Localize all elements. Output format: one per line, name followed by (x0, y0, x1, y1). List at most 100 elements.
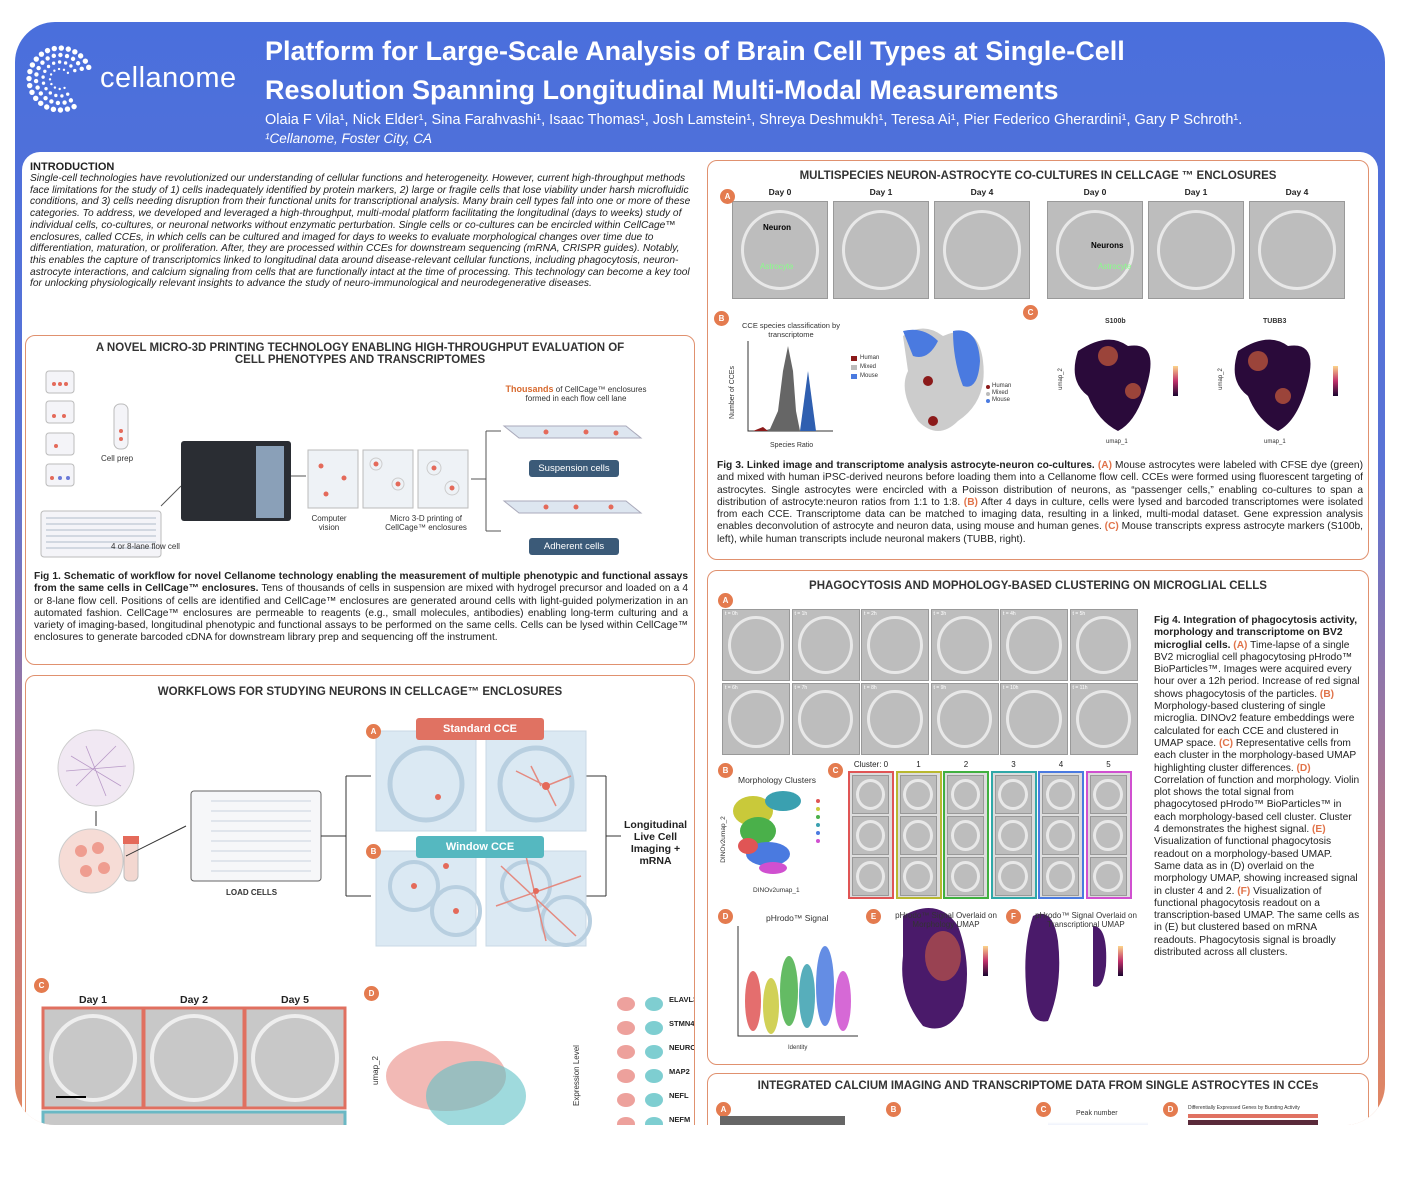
fig3-plots (747, 328, 1338, 432)
label: Window CCE (416, 836, 544, 858)
logo-dot (35, 85, 40, 90)
logo-dot (68, 98, 74, 103)
title-line: Platform for Large-Scale Analysis of Bra… (265, 36, 1125, 66)
brand: cellanome (100, 62, 237, 94)
panel-letter: C (828, 763, 843, 778)
logo-dot (62, 100, 67, 105)
timepoint-label: t = 11h (1072, 685, 1088, 691)
logo-dot (65, 46, 72, 52)
logo-dot (38, 51, 45, 57)
gene-label: MAP2 (669, 1067, 690, 1076)
emphasis: Thousands (505, 384, 554, 394)
logo-dot (26, 75, 32, 82)
logo-dot (40, 60, 45, 65)
caption-text: (B) (963, 496, 978, 508)
panel-letter: C (34, 978, 49, 993)
logo-dot (75, 61, 81, 66)
logo-dot (82, 58, 89, 64)
image (994, 816, 1032, 855)
logo-dot (58, 52, 63, 58)
logo-dot (62, 68, 66, 72)
logo-dot (79, 66, 84, 72)
day-label: Day 1 (78, 994, 108, 1006)
logo-dot (60, 94, 64, 98)
logo-dot (48, 91, 53, 95)
timepoint-label: t = 3h (933, 611, 947, 617)
logo-dot (43, 95, 48, 101)
content: INTRODUCTION Single-cell technologies ha… (22, 152, 1378, 1125)
image (1042, 775, 1079, 814)
logo-dot (66, 71, 70, 75)
logo-dot (71, 103, 77, 110)
panel-letter: D (364, 986, 379, 1001)
logo-dot (57, 67, 61, 71)
caption-text: Correlation of function and morphology. … (1154, 774, 1360, 836)
image: t = 7h (791, 683, 860, 755)
workflow-schematic (41, 729, 663, 1125)
legend-entry: Mixed (860, 364, 877, 370)
logo-dot (57, 107, 64, 113)
panel-letter: A (720, 189, 735, 204)
logo-dot (51, 45, 57, 52)
caption-text: (A) (1097, 460, 1112, 471)
label: Neurons (1091, 241, 1124, 250)
plot-title: pHrodo™ Signal (766, 913, 829, 923)
image: t = 5h (1069, 609, 1138, 681)
logo-dot (49, 73, 53, 76)
label: Differentially Expressed Genes by Bursti… (1188, 1105, 1300, 1111)
axis-label: umap_2 (1217, 368, 1224, 390)
caption-text: (D) (1296, 762, 1311, 774)
label: Standard CCE (416, 718, 544, 740)
panel-letter: B (714, 311, 729, 326)
image: t = 11h (1069, 683, 1138, 755)
plot-title: pHrodo™ Signal Overlaid on Morphology UM… (895, 911, 997, 929)
fig1-schematic (40, 370, 643, 558)
caption-text: After 4 days in culture, cells were lyse… (717, 496, 1363, 533)
label: Neuron (763, 223, 791, 232)
affiliation: ¹Cellanome, Foster City, CA (265, 131, 433, 146)
panel-letter: B (886, 1102, 901, 1117)
logo-dot (54, 93, 58, 98)
fig3-box: MULTISPECIES NEURON-ASTROCYTE CO-CULTURE… (707, 160, 1369, 560)
cluster-label: 4 (1058, 760, 1064, 769)
logo-dot (49, 99, 54, 104)
panel-letter: C (1023, 305, 1038, 320)
logo-dot (38, 100, 44, 106)
day-label: Day 2 (179, 994, 209, 1006)
image: t = 1h (791, 609, 860, 681)
image (947, 816, 984, 855)
day-label: Day 4 (1285, 187, 1309, 197)
axis-label: umap_1 (1106, 439, 1128, 445)
caption-text: Visualization of functional phagocytosis… (1154, 885, 1360, 959)
panel-letter: B (366, 844, 381, 859)
bar (1188, 1114, 1318, 1118)
image (1042, 857, 1079, 896)
logo-dot (63, 86, 66, 90)
day-label: Day 1 (1184, 187, 1208, 197)
image (1089, 857, 1127, 896)
logo-dot (64, 106, 71, 112)
text: of CellCage™ enclosures formed in each f… (525, 385, 647, 403)
title-line: Resolution Spanning Longitudinal Multi-M… (265, 75, 1059, 105)
timepoint-label: t = 1h (794, 611, 808, 617)
caption-text: (C) (1218, 737, 1234, 749)
timepoint-label: t = 0h (725, 611, 738, 617)
logo-dot (41, 75, 45, 79)
logo-dot (69, 64, 73, 68)
panel-letter: D (718, 909, 733, 924)
fig1-box: A NOVEL MICRO-3D PRINTING TECHNOLOGY ENA… (25, 335, 695, 665)
axis-label: umap_1 (1264, 439, 1286, 445)
plot-title: TUBB3 (1263, 318, 1287, 325)
fig3-caption: Fig 3. Linked image and transcriptome an… (717, 460, 1363, 546)
label: Astrocyte (760, 262, 794, 271)
logo-dot (33, 56, 39, 62)
logo-dot (64, 53, 70, 59)
panel-letter: A (718, 593, 733, 608)
image (1047, 201, 1143, 299)
image (1249, 201, 1345, 299)
caption-text: Time-lapse of a single BV2 microglial ce… (1154, 639, 1360, 700)
timepoint-label: t = 10h (1003, 685, 1019, 691)
fig3-heading: MULTISPECIES NEURON-ASTROCYTE CO-CULTURE… (799, 170, 1277, 182)
label: Thousands of CellCage™ enclosures formed… (501, 384, 651, 403)
